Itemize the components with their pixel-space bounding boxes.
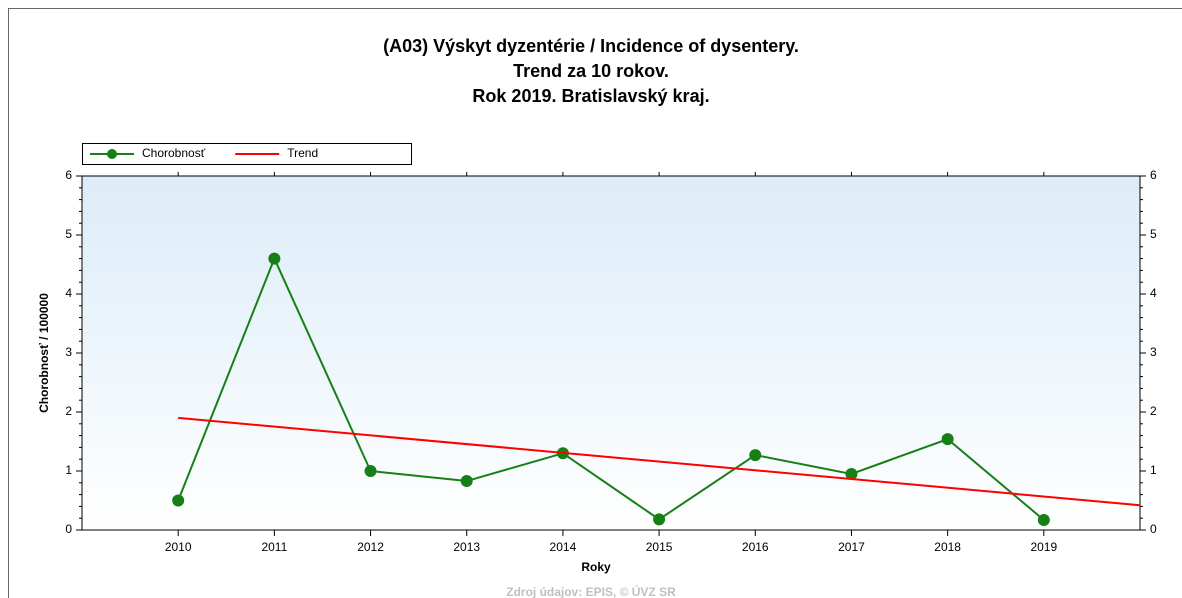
x-tick-label: 2013: [453, 540, 480, 554]
source: Zdroj údajov: EPIS, © ÚVZ SR: [506, 584, 676, 598]
x-tick-label: 2018: [934, 540, 961, 554]
point: [268, 252, 281, 265]
point: [172, 494, 185, 507]
chart-title: Trend za 10 rokov.: [513, 61, 669, 81]
chart-title: (A03) Výskyt dyzentérie / Incidence of d…: [383, 36, 799, 56]
chart-title: Rok 2019. Bratislavský kraj.: [472, 86, 709, 106]
y-axis-label: Chorobnosť / 100000: [37, 293, 51, 413]
legend-label: Trend: [287, 146, 318, 160]
y-tick-label: 5: [65, 227, 72, 241]
x-axis-label: Roky: [581, 560, 611, 574]
plot-area: [82, 176, 1140, 530]
y2-tick-label: 4: [1150, 286, 1157, 300]
point: [1037, 513, 1050, 526]
point: [749, 449, 762, 462]
legend-label: Chorobnosť: [142, 146, 206, 160]
y2-tick-label: 6: [1150, 168, 1157, 182]
y-tick-label: 0: [65, 522, 72, 536]
y2-tick-label: 0: [1150, 522, 1157, 536]
x-tick-label: 2017: [838, 540, 865, 554]
x-tick-label: 2012: [357, 540, 384, 554]
x-tick-label: 2015: [646, 540, 673, 554]
y-tick-label: 2: [65, 404, 72, 418]
y2-tick-label: 2: [1150, 404, 1157, 418]
x-tick-label: 2019: [1030, 540, 1057, 554]
point: [845, 467, 858, 480]
y2-tick-label: 3: [1150, 345, 1157, 359]
x-tick-label: 2011: [261, 540, 287, 554]
series-line: [178, 416, 1141, 507]
y-tick-label: 3: [65, 345, 72, 359]
y2-tick-label: 5: [1150, 227, 1157, 241]
y2-tick-label: 1: [1150, 463, 1157, 477]
frame: [8, 8, 1182, 598]
legend-marker: [107, 149, 117, 159]
series-line: [177, 256, 1045, 521]
x-tick-label: 2010: [165, 540, 192, 554]
y-tick-label: 6: [65, 168, 72, 182]
point: [364, 465, 377, 477]
point: [460, 475, 473, 488]
x-tick-label: 2016: [742, 540, 769, 554]
point: [653, 513, 666, 526]
x-tick-label: 2014: [550, 540, 577, 554]
y-tick-label: 1: [65, 463, 72, 477]
y-tick-label: 4: [65, 286, 72, 300]
point: [941, 433, 954, 446]
